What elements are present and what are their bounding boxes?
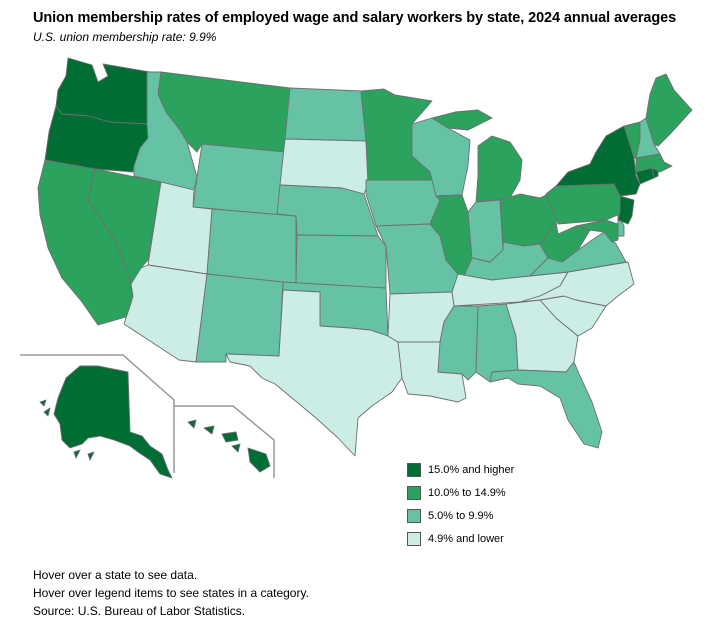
legend-item-mid-low[interactable]: 5.0% to 9.9% — [407, 504, 514, 527]
alaska-inset-border — [20, 354, 175, 473]
state-NJ[interactable] — [617, 195, 635, 225]
legend-item-high[interactable]: 15.0% and higher — [407, 458, 514, 481]
state-NM[interactable] — [195, 273, 284, 363]
state-ND[interactable] — [284, 87, 367, 142]
legend-label: 5.0% to 9.9% — [428, 509, 494, 522]
legend-item-mid-high[interactable]: 10.0% to 14.9% — [407, 481, 514, 504]
legend-swatch — [407, 508, 421, 523]
legend-swatch — [407, 462, 421, 477]
legend-label: 4.9% and lower — [428, 532, 504, 545]
state-FL[interactable] — [489, 361, 603, 449]
hover-note: Hover over a state to see data. — [33, 568, 198, 582]
legend-label: 15.0% and higher — [428, 463, 515, 476]
state-ME[interactable] — [645, 73, 693, 147]
legend-swatch — [407, 531, 421, 546]
state-MI[interactable] — [431, 109, 523, 203]
state-MA[interactable] — [635, 153, 673, 173]
state-HI[interactable] — [187, 419, 271, 473]
footnotes: Hover over a state to see data. Hover ov… — [33, 566, 309, 620]
state-CO[interactable] — [206, 208, 297, 286]
state-AK[interactable] — [39, 365, 173, 479]
state-IN[interactable] — [467, 199, 504, 263]
state-TX[interactable] — [225, 289, 403, 457]
hawaii-inset-border — [174, 405, 275, 478]
legend-item-low[interactable]: 4.9% and lower — [407, 527, 514, 550]
legend-label: 10.0% to 14.9% — [428, 486, 506, 499]
state-AZ[interactable] — [123, 264, 208, 363]
state-KS[interactable] — [295, 234, 387, 289]
state-MD[interactable] — [575, 219, 619, 243]
state-MS[interactable] — [437, 305, 479, 381]
state-PA[interactable] — [545, 183, 623, 225]
chart-subtitle: U.S. union membership rate: 9.9% — [33, 30, 217, 44]
state-WY[interactable] — [192, 143, 286, 216]
source-note: Source: U.S. Bureau of Labor Statistics. — [33, 604, 246, 618]
legend-swatch — [407, 485, 421, 500]
state-WA[interactable] — [55, 57, 157, 125]
state-IA[interactable] — [365, 179, 441, 227]
legend-hover-note: Hover over legend items to see states in… — [33, 586, 309, 600]
chart-title: Union membership rates of employed wage … — [33, 10, 677, 26]
legend: 15.0% and higher 10.0% to 14.9% 5.0% to … — [407, 458, 514, 550]
state-NC[interactable] — [519, 261, 635, 307]
